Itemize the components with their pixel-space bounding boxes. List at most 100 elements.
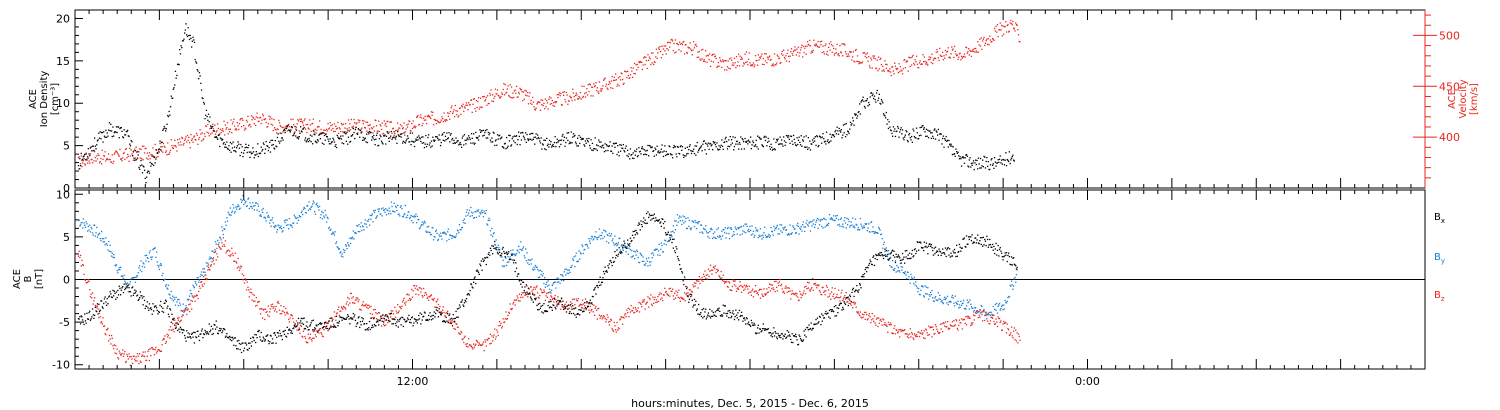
by-point (952, 297, 954, 299)
velocity-point (676, 43, 679, 45)
density-point (624, 147, 627, 149)
by-point (982, 310, 984, 313)
bz-point (347, 304, 350, 306)
by-point (981, 305, 983, 308)
velocity-point (752, 62, 755, 64)
density-point (141, 164, 143, 166)
by-point (805, 222, 807, 224)
density-point (249, 156, 251, 159)
bz-point (683, 292, 686, 294)
by-point (511, 253, 513, 255)
by-point (634, 258, 636, 260)
velocity-point (921, 63, 923, 65)
velocity-point (766, 56, 769, 58)
by-point (552, 283, 554, 285)
density-point (633, 157, 635, 160)
by-point (513, 253, 515, 255)
density-point (537, 136, 539, 139)
by-point (799, 228, 802, 230)
density-point (447, 137, 449, 139)
density-point (596, 144, 598, 146)
by-point (809, 221, 811, 223)
density-point (442, 139, 444, 141)
density-point (257, 155, 260, 158)
by-point (966, 299, 968, 301)
density-point (342, 135, 344, 137)
density-point (529, 138, 532, 140)
bz-point (179, 321, 181, 323)
bz-point (359, 308, 362, 311)
density-point (610, 150, 613, 152)
bz-point (605, 321, 607, 323)
bz-point (515, 299, 518, 301)
by-point (224, 221, 227, 223)
density-point (470, 133, 473, 135)
density-point (240, 151, 243, 154)
density-point (756, 146, 758, 148)
by-point (501, 265, 504, 267)
density-point (445, 139, 447, 141)
density-point (963, 157, 965, 159)
bz-point (162, 337, 165, 340)
density-point (783, 136, 785, 138)
by-point (187, 299, 189, 301)
bz-point (122, 349, 124, 351)
velocity-point (952, 48, 954, 50)
bz-point (464, 335, 466, 337)
density-point (677, 146, 679, 148)
bz-point (149, 348, 151, 350)
velocity-point (184, 138, 186, 140)
by-point (506, 261, 508, 263)
density-point (395, 136, 397, 138)
by-point (901, 269, 903, 271)
velocity-point (81, 165, 83, 168)
velocity-point (309, 124, 312, 126)
bz-point (240, 266, 243, 268)
velocity-point (219, 128, 222, 130)
velocity-point (474, 108, 476, 110)
velocity-point (692, 49, 694, 51)
velocity-point (590, 95, 592, 97)
by-point (228, 213, 230, 215)
velocity-point (276, 128, 279, 130)
bz-point (164, 335, 166, 337)
by-point (276, 231, 278, 233)
bz-point (275, 305, 277, 308)
density-point (88, 153, 90, 155)
velocity-point (904, 59, 906, 61)
velocity-point (478, 108, 480, 110)
by-point (184, 307, 186, 309)
density-point (197, 70, 199, 72)
by-point (791, 232, 793, 234)
velocity-point (804, 47, 806, 49)
bz-point (662, 299, 664, 302)
bz-point (240, 265, 242, 267)
velocity-point (385, 122, 387, 124)
velocity-point (800, 47, 802, 49)
density-point (853, 124, 855, 126)
by-point (122, 276, 124, 278)
velocity-point (570, 97, 572, 99)
bz-point (310, 338, 312, 340)
by-point (456, 229, 459, 231)
density-point (732, 136, 734, 138)
velocity-point (353, 118, 355, 121)
bz-point (467, 346, 469, 348)
velocity-point (660, 57, 662, 59)
velocity-point (363, 120, 365, 122)
velocity-point (148, 152, 151, 154)
by-point (500, 256, 502, 258)
bz-point (623, 317, 625, 319)
density-point (776, 140, 778, 142)
by-point (776, 226, 778, 228)
velocity-point (503, 94, 506, 96)
by-point (700, 224, 703, 226)
velocity-point (571, 99, 573, 102)
density-point (430, 140, 433, 142)
velocity-point (103, 155, 106, 157)
velocity-point (943, 55, 945, 57)
velocity-point (797, 46, 800, 48)
velocity-point (358, 121, 360, 123)
density-point (825, 143, 827, 145)
velocity-point (792, 54, 794, 56)
